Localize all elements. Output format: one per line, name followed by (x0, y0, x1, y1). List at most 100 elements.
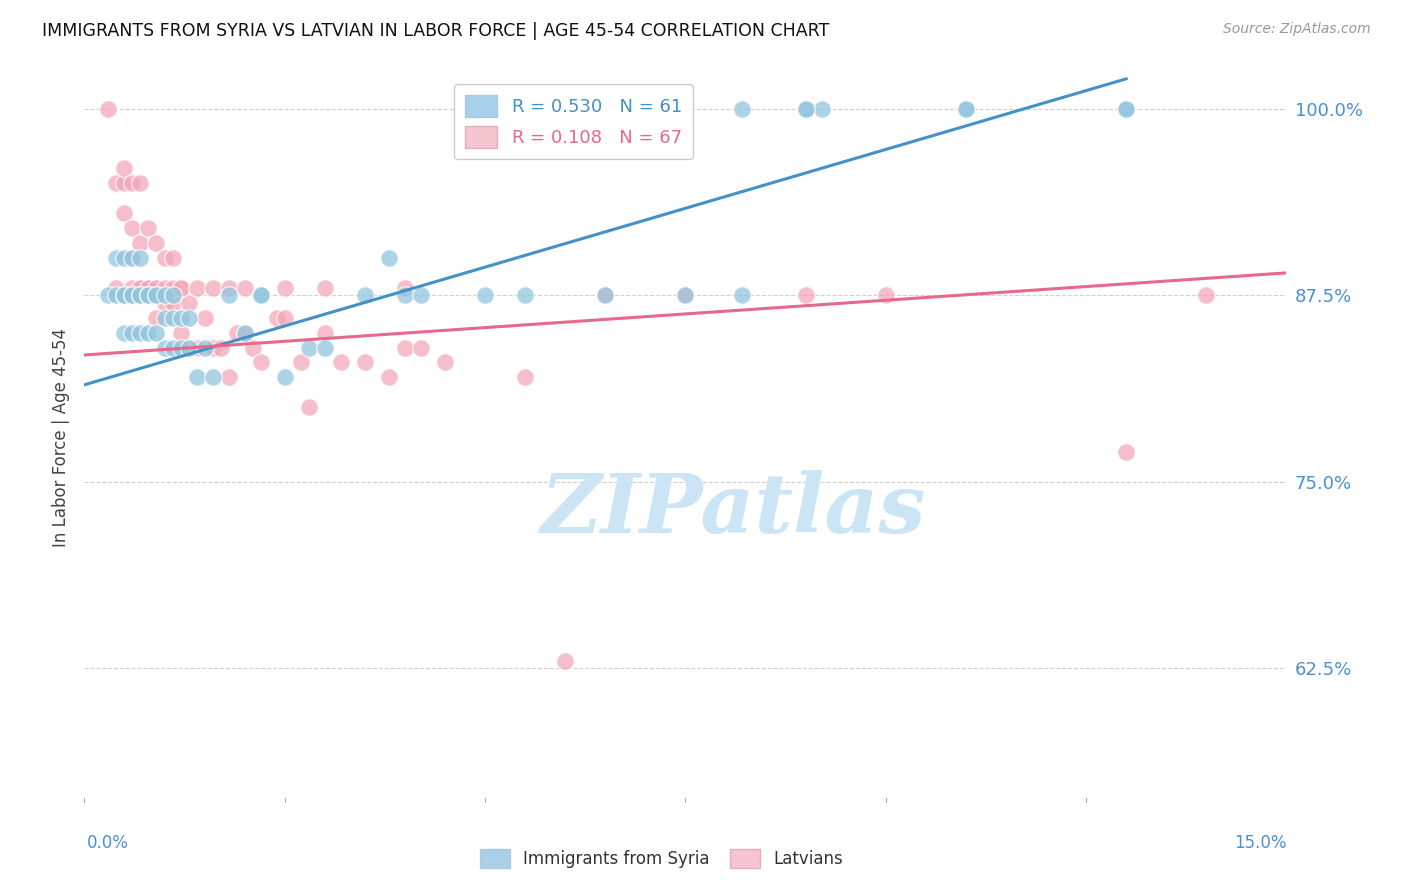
Point (138, 281, 160, 295)
Point (1195, 288, 1218, 302)
Point (105, 281, 128, 295)
Point (114, 251, 135, 265)
Point (218, 288, 240, 302)
Point (409, 288, 432, 302)
Point (730, 288, 752, 302)
Point (378, 251, 401, 265)
Point (298, 401, 321, 415)
Point (121, 251, 143, 265)
Point (595, 288, 617, 302)
Point (138, 288, 160, 302)
Point (162, 288, 184, 302)
Point (249, 288, 271, 302)
Point (145, 281, 167, 295)
Point (145, 288, 167, 302)
Point (114, 161, 135, 176)
Point (394, 281, 416, 295)
Point (105, 177, 128, 191)
Point (1115, 445, 1137, 459)
Point (162, 281, 184, 295)
Text: IMMIGRANTS FROM SYRIA VS LATVIAN IN LABOR FORCE | AGE 45-54 CORRELATION CHART: IMMIGRANTS FROM SYRIA VS LATVIAN IN LABO… (42, 22, 830, 40)
Point (114, 288, 135, 302)
Point (145, 288, 167, 302)
Point (114, 288, 135, 302)
Point (955, 102, 977, 116)
Point (129, 251, 152, 265)
Point (329, 355, 352, 369)
Point (314, 281, 336, 295)
Point (177, 341, 200, 355)
Y-axis label: In Labor Force | Age 45-54: In Labor Force | Age 45-54 (52, 327, 70, 547)
Point (145, 310, 167, 325)
Point (675, 288, 697, 302)
Point (169, 281, 191, 295)
Point (177, 295, 200, 310)
Point (515, 288, 537, 302)
Point (201, 370, 224, 384)
Point (242, 341, 264, 355)
Text: Source: ZipAtlas.com: Source: ZipAtlas.com (1223, 22, 1371, 37)
Point (105, 288, 128, 302)
Point (314, 341, 336, 355)
Point (194, 310, 217, 325)
Point (218, 281, 240, 295)
Point (145, 326, 167, 340)
Point (138, 281, 160, 295)
Point (121, 251, 143, 265)
Point (394, 288, 416, 302)
Point (129, 288, 152, 302)
Point (162, 310, 184, 325)
Point (595, 102, 617, 116)
Point (162, 341, 184, 355)
Point (129, 235, 152, 250)
Point (434, 355, 457, 369)
Point (138, 288, 160, 302)
Point (186, 341, 208, 355)
Point (169, 326, 191, 340)
Point (298, 341, 321, 355)
Point (186, 370, 208, 384)
Point (314, 326, 336, 340)
Point (114, 206, 135, 220)
Point (794, 102, 817, 116)
Point (875, 288, 897, 302)
Point (225, 326, 247, 340)
Point (138, 288, 160, 302)
Point (218, 370, 240, 384)
Point (730, 102, 752, 116)
Point (121, 326, 143, 340)
Point (169, 341, 191, 355)
Point (474, 288, 496, 302)
Point (554, 654, 576, 668)
Point (266, 310, 288, 325)
Point (105, 251, 128, 265)
Point (675, 288, 697, 302)
Point (177, 310, 200, 325)
Point (194, 341, 217, 355)
Point (794, 102, 817, 116)
Point (233, 281, 256, 295)
Point (794, 288, 817, 302)
Point (955, 102, 977, 116)
Point (233, 326, 256, 340)
Point (162, 251, 184, 265)
Point (595, 288, 617, 302)
Point (354, 355, 377, 369)
Point (1115, 102, 1137, 116)
Point (129, 281, 152, 295)
Legend: Immigrants from Syria, Latvians: Immigrants from Syria, Latvians (474, 842, 849, 875)
Point (515, 370, 537, 384)
Point (153, 288, 176, 302)
Point (153, 251, 176, 265)
Point (169, 281, 191, 295)
Point (121, 288, 143, 302)
Point (169, 310, 191, 325)
Text: 15.0%: 15.0% (1234, 834, 1286, 852)
Point (153, 310, 176, 325)
Point (409, 341, 432, 355)
Point (354, 288, 377, 302)
Point (233, 326, 256, 340)
Point (201, 281, 224, 295)
Point (114, 177, 135, 191)
Point (153, 341, 176, 355)
